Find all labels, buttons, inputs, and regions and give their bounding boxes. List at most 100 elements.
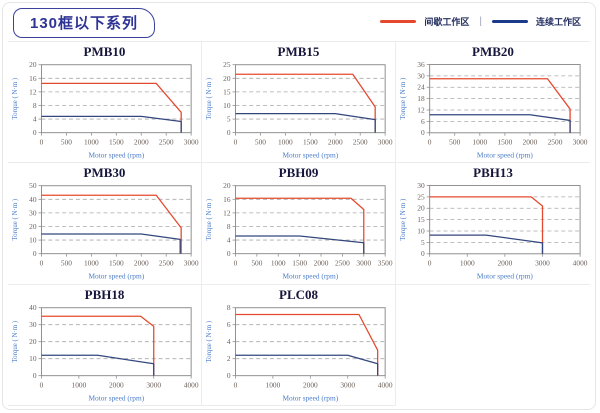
svg-text:0: 0 [428, 138, 432, 147]
chart-title: PMB20 [472, 44, 514, 59]
x-axis-label: Motor speed (rpm) [282, 150, 338, 159]
torque-speed-chart: 0 4 8 12 16 20 0 500 1000 1500 2000 2500 3000 Motor s… [12, 60, 199, 159]
svg-text:1500: 1500 [109, 137, 124, 146]
svg-text:2500: 2500 [548, 138, 563, 147]
svg-text:2000: 2000 [134, 259, 149, 268]
torque-speed-chart: 0 2 4 6 8 0 1000 2000 3000 4000 Motor speed (rpm) T… [206, 303, 393, 402]
svg-text:1500: 1500 [109, 259, 124, 268]
svg-text:0: 0 [227, 249, 231, 258]
svg-text:10: 10 [223, 101, 231, 110]
svg-text:30: 30 [29, 320, 37, 329]
svg-text:0: 0 [421, 128, 425, 137]
chart-cell-pmb15: PMB15 0 5 10 15 20 25 0 500 1000 1500 2000 2500 3000 M… [202, 42, 396, 164]
svg-text:0: 0 [421, 250, 425, 259]
torque-speed-chart: 0 5 10 15 20 25 0 500 1000 1500 2000 2500 3000 Motor … [206, 60, 393, 159]
svg-text:4: 4 [227, 236, 231, 245]
svg-text:500: 500 [251, 259, 262, 268]
svg-text:500: 500 [449, 138, 460, 147]
y-axis-label: Torque ( N·m ) [400, 199, 407, 241]
x-axis-label: Motor speed (rpm) [88, 150, 144, 159]
y-axis-label: Torque ( N·m ) [206, 78, 213, 120]
svg-text:4000: 4000 [184, 380, 199, 389]
svg-text:2000: 2000 [328, 137, 343, 146]
svg-text:0: 0 [40, 259, 44, 268]
svg-text:4: 4 [227, 337, 231, 346]
svg-text:6: 6 [227, 320, 231, 329]
x-axis-label: Motor speed (rpm) [282, 272, 338, 281]
svg-text:3000: 3000 [378, 137, 393, 146]
legend-label-intermittent: 间歇工作区 [424, 17, 470, 27]
svg-text:25: 25 [223, 60, 231, 69]
chart-grid: PMB10 0 4 8 12 16 20 0 500 1000 1500 2000 2500 3000 Mo… [8, 41, 590, 406]
svg-text:3000: 3000 [573, 138, 588, 147]
svg-text:0: 0 [33, 371, 37, 380]
series-title: 130框以下系列 [30, 15, 139, 32]
svg-text:8: 8 [33, 101, 37, 110]
svg-text:30: 30 [29, 209, 37, 218]
chart-title: PLC08 [279, 286, 318, 302]
header: 130框以下系列 间歇工作区 | 连续工作区 [3, 3, 595, 40]
svg-text:40: 40 [29, 195, 37, 204]
svg-text:10: 10 [29, 354, 37, 363]
chart-cell-pbh13: PBH13 0 5 10 15 20 25 30 0 1000 2000 3000 4000 Motor … [396, 163, 590, 285]
svg-text:1500: 1500 [497, 138, 512, 147]
series-title-badge: 130框以下系列 [13, 8, 156, 38]
svg-text:3000: 3000 [340, 380, 355, 389]
legend: 间歇工作区 | 连续工作区 [380, 15, 581, 28]
svg-text:0: 0 [33, 249, 37, 258]
legend-separator: | [479, 16, 482, 27]
svg-text:2000: 2000 [134, 137, 149, 146]
svg-text:30: 30 [417, 181, 425, 190]
y-axis-label: Torque ( N·m ) [400, 78, 407, 120]
svg-text:0: 0 [227, 128, 231, 137]
svg-text:4000: 4000 [378, 380, 393, 389]
svg-text:15: 15 [223, 87, 231, 96]
svg-text:1500: 1500 [292, 259, 307, 268]
svg-text:50: 50 [29, 182, 37, 191]
svg-text:25: 25 [417, 193, 425, 202]
chart-cell-pmb30: PMB30 0 10 20 30 40 50 0 500 1000 1500 2000 2500 3000… [8, 163, 202, 285]
svg-text:5: 5 [421, 238, 425, 247]
svg-text:0: 0 [234, 137, 238, 146]
chart-cell-plc08: PLC08 0 2 4 6 8 0 1000 2000 3000 4000 Motor speed (… [202, 284, 396, 406]
chart-cell-pbh09: PBH09 0 4 8 12 16 20 0 500 1000 1500 2000 2500 3000 35… [202, 163, 396, 285]
torque-speed-chart: 0 5 10 15 20 25 30 0 1000 2000 3000 4000 Motor speed… [400, 181, 588, 281]
svg-text:20: 20 [29, 222, 37, 231]
svg-text:2: 2 [227, 354, 231, 363]
svg-text:20: 20 [417, 204, 425, 213]
continuous-line-swatch-icon [491, 20, 528, 23]
svg-text:20: 20 [223, 74, 231, 83]
svg-text:5: 5 [227, 115, 231, 124]
y-axis-label: Torque ( N·m ) [12, 320, 19, 362]
svg-text:0: 0 [234, 259, 238, 268]
svg-text:12: 12 [223, 209, 231, 218]
svg-text:500: 500 [61, 259, 72, 268]
svg-text:2000: 2000 [303, 380, 318, 389]
y-axis-label: Torque ( N·m ) [12, 199, 19, 241]
svg-text:3000: 3000 [535, 259, 550, 268]
svg-text:3500: 3500 [378, 259, 393, 268]
torque-speed-chart: 0 4 8 12 16 20 0 500 1000 1500 2000 2500 3000 3500 Mot… [206, 182, 393, 281]
svg-text:1000: 1000 [271, 259, 286, 268]
svg-text:36: 36 [417, 60, 425, 69]
chart-cell-pbh18: PBH18 0 10 20 30 40 0 1000 2000 3000 4000 Motor spe… [8, 284, 202, 406]
y-axis-label: Torque ( N·m ) [206, 199, 213, 241]
svg-text:16: 16 [29, 74, 37, 83]
chart-title: PBH13 [473, 165, 513, 181]
svg-text:2000: 2000 [497, 259, 512, 268]
svg-text:24: 24 [417, 83, 425, 92]
intermittent-line-swatch-icon [380, 20, 417, 23]
svg-text:20: 20 [29, 337, 37, 346]
svg-text:0: 0 [227, 371, 231, 380]
svg-text:1000: 1000 [460, 259, 475, 268]
svg-text:3000: 3000 [184, 259, 199, 268]
svg-text:12: 12 [29, 87, 37, 96]
x-axis-label: Motor speed (rpm) [88, 272, 144, 281]
x-axis-label: Motor speed (rpm) [88, 393, 144, 402]
svg-text:3000: 3000 [184, 137, 199, 146]
svg-text:1000: 1000 [266, 380, 281, 389]
torque-speed-chart: 0 10 20 30 40 0 1000 2000 3000 4000 Motor speed (r… [12, 303, 199, 402]
x-axis-label: Motor speed (rpm) [282, 393, 338, 402]
svg-text:1000: 1000 [278, 137, 293, 146]
svg-text:2000: 2000 [314, 259, 329, 268]
